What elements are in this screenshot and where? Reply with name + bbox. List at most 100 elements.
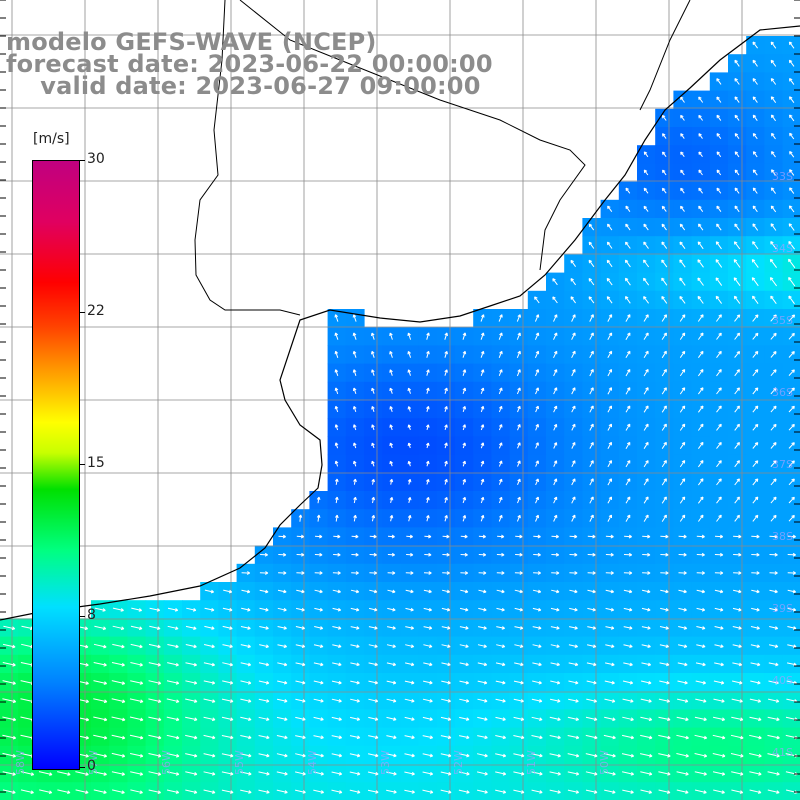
wind-arrow [386, 680, 397, 685]
wind-arrow [498, 496, 503, 504]
wind-arrow [712, 771, 726, 776]
wind-arrow [659, 662, 670, 667]
wind-arrow [788, 351, 795, 358]
wind-arrow [734, 478, 740, 486]
wind-arrow [444, 442, 448, 449]
wind-arrow [203, 753, 216, 758]
wind-arrow [732, 607, 742, 612]
wind-arrow [697, 441, 704, 449]
wind-arrow [643, 423, 649, 431]
wind-arrow [407, 496, 412, 504]
wind-arrow [514, 589, 523, 594]
wind-arrow [368, 680, 379, 685]
wind-arrow [93, 698, 108, 704]
wind-arrow [770, 423, 777, 431]
wind-arrow [788, 205, 795, 213]
wind-arrow [679, 295, 686, 304]
wind-arrow [676, 771, 689, 776]
wind-arrow [733, 295, 741, 304]
wind-arrow [770, 223, 777, 231]
wind-arrow [423, 644, 433, 648]
wind-arrow [607, 514, 612, 522]
wind-arrow [498, 332, 503, 340]
wind-arrow [130, 789, 143, 794]
wind-arrow [221, 789, 234, 794]
wind-arrow [20, 771, 35, 776]
wind-arrow [677, 644, 688, 648]
wind-arrow [458, 753, 470, 758]
wind-arrow [661, 259, 668, 268]
wind-arrow [550, 680, 561, 685]
wind-arrow [331, 771, 343, 776]
longitude-label: 56W [160, 750, 173, 775]
wind-arrow [240, 771, 252, 776]
wind-arrow [716, 205, 722, 212]
wind-arrow [334, 460, 339, 467]
wind-arrow [167, 662, 179, 667]
wind-arrow [788, 258, 796, 269]
wind-arrow [534, 350, 540, 359]
wind-arrow [278, 571, 287, 575]
wind-arrow [643, 441, 649, 449]
wind-arrow [441, 680, 451, 685]
wind-arrow [167, 644, 179, 649]
wind-arrow [678, 626, 688, 630]
wind-arrow [770, 96, 777, 103]
wind-arrow [3, 625, 16, 631]
wind-arrow [111, 752, 126, 758]
wind-arrow [351, 534, 359, 539]
wind-arrow [716, 332, 722, 340]
wind-arrow [661, 350, 667, 359]
wind-arrow [640, 789, 653, 794]
wind-arrow [679, 277, 686, 286]
wind-arrow [498, 387, 503, 395]
wind-arrow [549, 735, 561, 740]
wind-arrow [350, 607, 360, 612]
wind-arrow [549, 789, 561, 794]
longitude-label: 54W [306, 750, 319, 775]
wind-arrow [258, 771, 270, 776]
wind-arrow [551, 552, 560, 557]
wind-arrow [770, 78, 777, 85]
wind-arrow [589, 405, 594, 413]
wind-arrow [240, 644, 251, 649]
wind-arrow [752, 187, 758, 194]
wind-arrow [752, 460, 759, 468]
wind-arrow [371, 424, 375, 431]
wind-arrow [607, 205, 613, 212]
wind-arrow [552, 278, 558, 286]
wind-arrow [240, 680, 252, 685]
wind-arrow [404, 735, 415, 740]
wind-arrow [716, 460, 722, 468]
wind-arrow [442, 571, 450, 575]
wind-arrow [535, 405, 539, 413]
wind-arrow [625, 187, 631, 194]
wind-arrow [749, 753, 762, 758]
wind-arrow [462, 478, 466, 485]
wind-arrow [694, 753, 708, 758]
wind-arrow [715, 259, 723, 268]
wind-arrow [221, 771, 234, 776]
wind-arrow [588, 296, 595, 304]
wind-arrow [571, 478, 576, 486]
wind-arrow [770, 496, 777, 504]
wind-arrow [38, 771, 53, 776]
wind-arrow [697, 369, 704, 377]
wind-arrow [658, 698, 671, 703]
colorbar-tick-mark [79, 312, 85, 313]
wind-arrow [752, 514, 759, 522]
wind-arrow [789, 187, 795, 194]
wind-arrow [787, 552, 796, 557]
wind-arrow [441, 589, 451, 594]
wind-arrow [641, 662, 652, 667]
wind-arrow [680, 205, 685, 212]
wind-arrow [259, 626, 269, 630]
wind-arrow [389, 350, 393, 358]
colorbar-tick-mark [79, 464, 85, 465]
wind-arrow [477, 626, 487, 630]
wind-arrow [716, 369, 722, 377]
wind-arrow [368, 607, 378, 612]
wind-arrow [661, 405, 667, 413]
wind-arrow [459, 662, 469, 667]
wind-arrow [752, 442, 759, 449]
